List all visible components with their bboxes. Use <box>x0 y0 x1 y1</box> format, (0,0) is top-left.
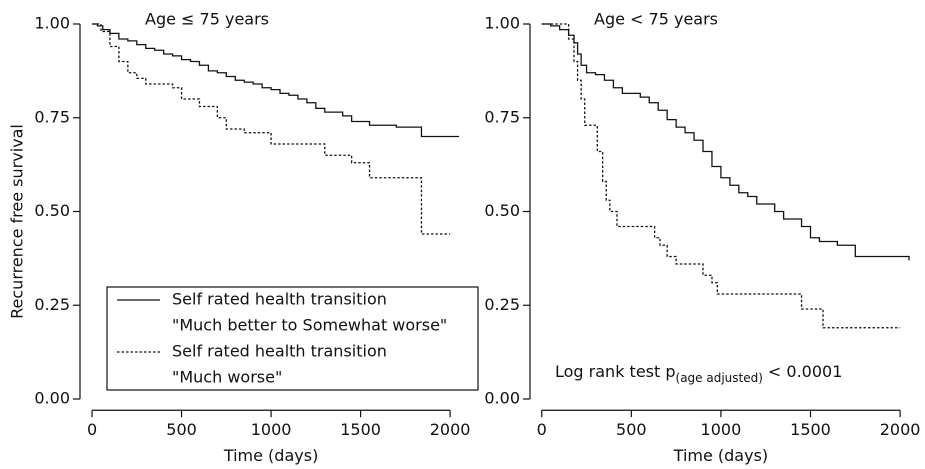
x-tick-label: 1000 <box>701 420 742 439</box>
y-tick-label: 0.50 <box>34 201 70 220</box>
survival-curve <box>92 23 460 138</box>
x-axis-label: Time (days) <box>223 446 319 465</box>
chart-title: Age ≤ 75 years <box>145 10 269 29</box>
y-tick-label: 0.25 <box>34 295 70 314</box>
y-tick-label: 0.00 <box>34 389 70 408</box>
legend-label: "Much worse" <box>172 368 282 387</box>
x-tick-label: 1500 <box>790 420 831 439</box>
y-tick-label: 0.25 <box>484 295 520 314</box>
x-tick-label: 2000 <box>880 420 921 439</box>
y-tick-label: 1.00 <box>484 14 520 33</box>
y-tick-label: 0.00 <box>484 389 520 408</box>
y-tick-label: 1.00 <box>34 14 70 33</box>
x-tick-label: 0 <box>87 420 97 439</box>
legend-label: Self rated health transition <box>172 342 387 361</box>
annotation-subscript: (age adjusted) <box>676 371 763 385</box>
legend-box <box>106 286 479 391</box>
y-tick-label: 0.50 <box>484 201 520 220</box>
x-tick-label: 0 <box>537 420 547 439</box>
y-tick-label: 0.75 <box>34 107 70 126</box>
x-tick-label: 2000 <box>430 420 471 439</box>
legend-label: "Much better to Somewhat worse" <box>172 316 447 335</box>
x-tick-label: 500 <box>166 420 197 439</box>
legend: Self rated health transition "Much better… <box>106 286 479 391</box>
y-tick-label: 0.75 <box>484 107 520 126</box>
chart-title: Age < 75 years <box>594 10 718 29</box>
annotation: Log rank test p(age adjusted) < 0.0001 <box>555 362 842 385</box>
survival-curve <box>541 23 910 261</box>
annotation-tail: < 0.0001 <box>768 362 842 381</box>
annotation-text: Log rank test p <box>555 362 676 381</box>
x-axis-label: Time (days) <box>673 446 769 465</box>
x-tick-label: 500 <box>616 420 647 439</box>
survival-curve <box>541 23 901 329</box>
y-axis-label: Recurrence free survival <box>8 124 27 319</box>
x-tick-label: 1500 <box>340 420 381 439</box>
legend-label: Self rated health transition <box>172 290 387 309</box>
x-tick-label: 1000 <box>251 420 292 439</box>
survival-curve <box>92 23 451 235</box>
